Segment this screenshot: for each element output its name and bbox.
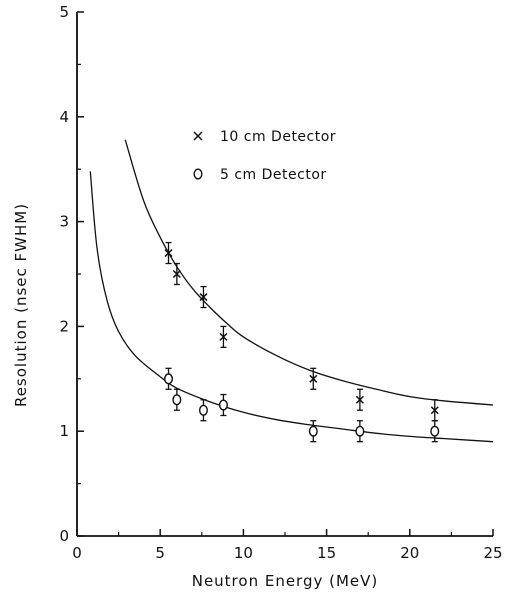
x-marker-stroke [219,332,228,341]
legend-o-marker [193,168,203,180]
data-point-x [430,399,439,422]
data-point-o [308,420,318,443]
data-point-x [199,285,208,309]
fit-curve-10cm [124,139,494,406]
x-axis-title: Neutron Energy (MeV) [192,572,379,590]
o-marker [308,425,318,437]
legend-entry: 5 cm Detector [193,167,327,183]
x-marker-stroke [309,374,318,383]
o-marker [355,425,365,437]
y-axis-title: Resolution (nsec FWHM) [12,203,30,407]
x-marker-stroke [199,293,208,302]
o-marker [198,404,208,416]
x-tick-label: 15 [317,544,336,562]
legend: 10 cm Detector 5 cm Detector [193,129,336,183]
y-tick-label: 1 [59,422,69,440]
data-point-o [198,399,208,422]
x-tick-label: 0 [72,544,82,562]
data-point-x [172,262,181,286]
data-point-o [172,388,182,411]
y-tick-label: 0 [59,527,69,545]
fit-curves-group [89,139,494,443]
o-marker [430,425,440,437]
x-marker-stroke [164,249,173,258]
legend-label: 5 cm Detector [220,167,327,183]
data-point-x [164,241,173,265]
legend-x-marker [193,131,203,141]
legend-label: 10 cm Detector [220,129,336,145]
x-tick-label: 20 [400,544,419,562]
data-point-o [218,393,228,417]
axes-group: 0 5 10 15 20 25 0 1 2 3 4 5 [59,3,502,562]
data-point-o [355,420,365,443]
legend-entry: 10 cm Detector [193,129,336,145]
y-tick-label: 3 [59,213,69,231]
data-point-o [430,420,440,443]
x-marker-stroke [430,406,439,415]
o-marker [164,373,174,385]
x-marker-stroke [172,269,181,279]
y-tick-label: 2 [59,317,69,335]
data-points-group [164,241,440,443]
x-tick-label: 5 [155,544,165,562]
o-marker [218,399,228,411]
data-point-o [164,367,174,390]
x-tick-label: 25 [483,544,502,562]
data-point-x [355,388,364,411]
x-marker-stroke [355,395,364,404]
data-point-x [309,367,318,390]
data-point-x [219,325,228,349]
y-tick-label: 5 [59,3,69,21]
o-marker [172,394,182,406]
y-tick-label: 4 [59,108,69,126]
x-tick-label: 10 [234,544,253,562]
fit-curve-5cm [89,171,494,443]
